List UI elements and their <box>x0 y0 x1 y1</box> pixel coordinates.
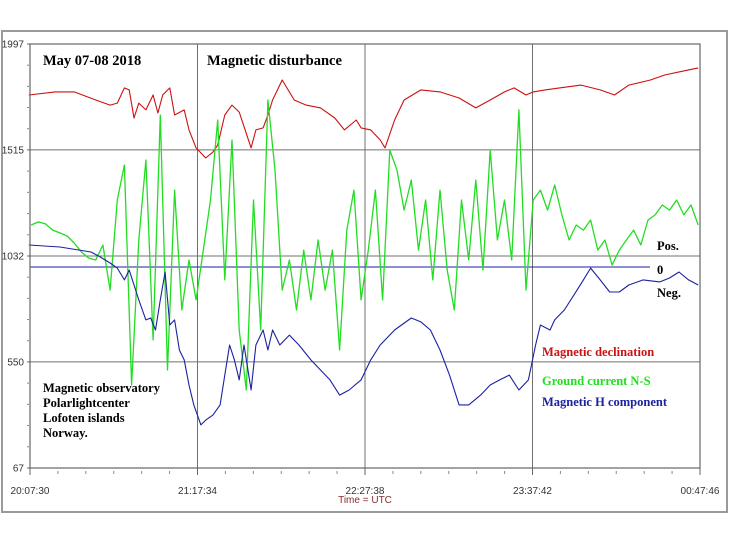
x-axis-label: Time = UTC <box>338 495 392 506</box>
x-tick-label: 00:47:46 <box>681 486 720 497</box>
x-tick-label: 21:17:34 <box>178 486 217 497</box>
x-tick-label: 20:07:30 <box>11 486 50 497</box>
y-tick-label: 550 <box>7 357 24 368</box>
y-tick-label: 1032 <box>2 252 25 263</box>
series-line-magnetic-h-component <box>28 244 699 426</box>
zero-label: 0 <box>657 263 663 277</box>
legend-ground-current: Ground current N-S <box>542 374 651 388</box>
observatory-line-4: Norway. <box>43 426 88 440</box>
grid <box>30 44 700 468</box>
x-tick-label: 23:37:42 <box>513 486 552 497</box>
y-tick-label: 1997 <box>2 40 25 51</box>
observatory-line-1: Magnetic observatory <box>43 381 161 395</box>
x-tick-label: 22:27:38 <box>346 486 385 497</box>
series-group <box>28 67 699 426</box>
y-tick-label: 1515 <box>2 145 25 156</box>
x-axis: 20:07:30 21:17:34 22:27:38 23:37:42 00:47:46 <box>11 468 720 497</box>
series-line-magnetic-declination <box>28 67 699 159</box>
observatory-line-3: Lofoten islands <box>43 411 125 425</box>
observatory-line-2: Polarlightcenter <box>43 396 130 410</box>
legend-declination: Magnetic declination <box>542 345 654 359</box>
legend-h-component: Magnetic H component <box>542 395 668 409</box>
y-tick-label: 67 <box>13 464 25 475</box>
series-line-ground-current-n-s <box>30 99 699 391</box>
zero-neg-label: Neg. <box>657 286 681 300</box>
title-date: May 07-08 2018 <box>43 53 141 69</box>
title-disturbance: Magnetic disturbance <box>207 53 342 69</box>
y-axis: 1997 1515 1032 550 67 <box>2 40 30 475</box>
zero-pos-label: Pos. <box>657 239 679 253</box>
